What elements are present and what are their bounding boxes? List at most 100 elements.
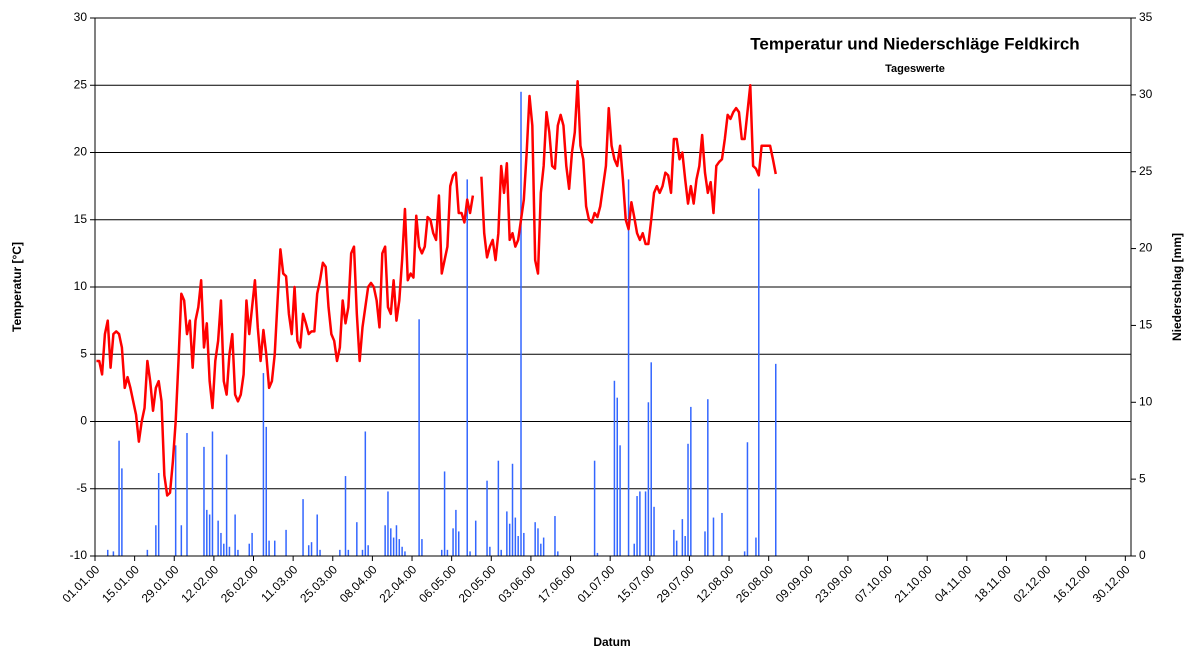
precipitation-bar bbox=[684, 536, 686, 556]
precipitation-bar bbox=[316, 514, 318, 556]
precipitation-bar bbox=[690, 406, 692, 556]
precipitation-bar bbox=[542, 537, 545, 556]
precipitation-bar bbox=[511, 463, 514, 556]
precipitation-bar bbox=[704, 531, 706, 556]
precipitation-bar bbox=[489, 546, 491, 556]
precipitation-bar bbox=[387, 491, 389, 556]
y2-tick-label: 20 bbox=[1139, 241, 1153, 255]
precipitation-bar bbox=[347, 549, 350, 556]
precipitation-bar bbox=[653, 506, 655, 556]
precipitation-bar bbox=[508, 523, 511, 556]
precipitation-bar bbox=[404, 551, 406, 556]
precipitation-bar bbox=[457, 531, 460, 556]
precipitation-bar bbox=[307, 545, 310, 556]
precipitation-bar bbox=[627, 179, 630, 556]
precipitation-bar bbox=[421, 539, 423, 556]
precipitation-bar bbox=[746, 442, 749, 556]
precipitation-bar bbox=[743, 551, 746, 556]
x-tick-label: 07.10.00 bbox=[852, 562, 895, 605]
y2-tick-label: 10 bbox=[1139, 394, 1153, 408]
x-tick-label: 11.03.00 bbox=[258, 562, 301, 605]
precipitation-bar bbox=[443, 471, 446, 556]
y-tick-label: -10 bbox=[70, 548, 88, 562]
precipitation-bar bbox=[401, 546, 403, 556]
precipitation-bar bbox=[557, 551, 559, 556]
precipitation-bar bbox=[486, 480, 488, 556]
y2-tick-label: 30 bbox=[1139, 87, 1153, 101]
x-tick-label: 03.06.00 bbox=[495, 562, 538, 605]
precipitation-bar bbox=[506, 511, 508, 556]
precipitation-bar bbox=[392, 537, 395, 556]
precipitation-bar bbox=[234, 514, 236, 556]
x-tick-label: 26.02.00 bbox=[218, 562, 261, 605]
precipitation-bar bbox=[364, 431, 367, 556]
x-tick-label: 26.08.00 bbox=[733, 562, 776, 605]
y-tick-label: 30 bbox=[74, 10, 88, 24]
precipitation-bar bbox=[310, 542, 313, 556]
x-tick-label: 15.01.00 bbox=[99, 562, 142, 605]
y-tick-label: 5 bbox=[80, 346, 87, 360]
precipitation-bar bbox=[121, 468, 123, 556]
x-tick-label: 04.11.00 bbox=[932, 562, 975, 605]
y-tick-label: -5 bbox=[76, 481, 87, 495]
precipitation-bar bbox=[211, 431, 214, 556]
x-tick-label: 18.11.00 bbox=[972, 562, 1015, 605]
x-tick-label: 01.01.00 bbox=[59, 562, 102, 605]
precipitation-bar bbox=[418, 319, 420, 556]
y-axis-title: Temperatur [°C] bbox=[10, 242, 24, 332]
precipitation-bar bbox=[302, 499, 304, 556]
precipitation-bar bbox=[273, 540, 276, 556]
x-tick-label: 29.07.00 bbox=[654, 562, 697, 605]
precipitation-bar bbox=[514, 517, 517, 556]
precipitation-bar bbox=[452, 528, 454, 556]
precipitation-bar bbox=[361, 549, 364, 556]
precipitation-bar bbox=[180, 525, 183, 556]
precipitation-bar bbox=[268, 540, 270, 556]
precipitation-bar bbox=[112, 551, 115, 556]
precipitation-bar bbox=[155, 525, 157, 556]
y2-tick-label: 35 bbox=[1139, 10, 1153, 24]
x-tick-label: 16.12.00 bbox=[1050, 562, 1093, 605]
precipitation-bar bbox=[596, 552, 599, 556]
precipitation-bar bbox=[639, 491, 641, 556]
chart-subtitle: Tageswerte bbox=[885, 63, 945, 75]
precipitation-bar bbox=[497, 460, 500, 556]
precipitation-bar bbox=[228, 546, 231, 556]
x-tick-label: 15.07.00 bbox=[614, 562, 657, 605]
x-tick-label: 21.10.00 bbox=[892, 562, 935, 605]
precipitation-bar bbox=[262, 373, 265, 556]
precipitation-bar bbox=[554, 516, 556, 556]
precipitation-bar bbox=[469, 551, 471, 556]
y-tick-label: 25 bbox=[74, 77, 88, 91]
precipitation-bar bbox=[339, 549, 341, 556]
precipitation-bar bbox=[206, 509, 208, 556]
precipitation-bar bbox=[157, 472, 160, 556]
precipitation-bar bbox=[285, 529, 287, 556]
x-tick-label: 30.12.00 bbox=[1090, 562, 1133, 605]
precipitation-bar bbox=[644, 491, 647, 556]
precipitation-bar bbox=[384, 525, 386, 556]
precipitation-bar bbox=[537, 528, 539, 556]
x-tick-label: 09.09.00 bbox=[773, 562, 816, 605]
precipitation-bar bbox=[319, 549, 321, 556]
y-tick-label: 15 bbox=[74, 212, 88, 226]
precipitation-bar bbox=[775, 363, 777, 556]
precipitation-bar bbox=[675, 540, 678, 556]
precipitation-bar bbox=[106, 549, 109, 556]
precipitation-bar bbox=[455, 509, 457, 556]
y-tick-label: 20 bbox=[74, 145, 88, 159]
precipitation-bar bbox=[344, 476, 347, 556]
precipitation-bar bbox=[616, 397, 618, 556]
x-axis-title: Datum bbox=[593, 635, 630, 649]
precipitation-bar bbox=[367, 545, 369, 556]
precipitation-bar bbox=[721, 512, 723, 556]
precipitation-bar bbox=[174, 445, 177, 556]
x-tick-label: 22.04.00 bbox=[376, 562, 419, 605]
precipitation-bar bbox=[395, 525, 398, 556]
x-tick-label: 02.12.00 bbox=[1011, 562, 1054, 605]
precipitation-bar bbox=[251, 532, 253, 556]
x-tick-label: 25.03.00 bbox=[297, 562, 340, 605]
precipitation-bar bbox=[248, 543, 251, 556]
